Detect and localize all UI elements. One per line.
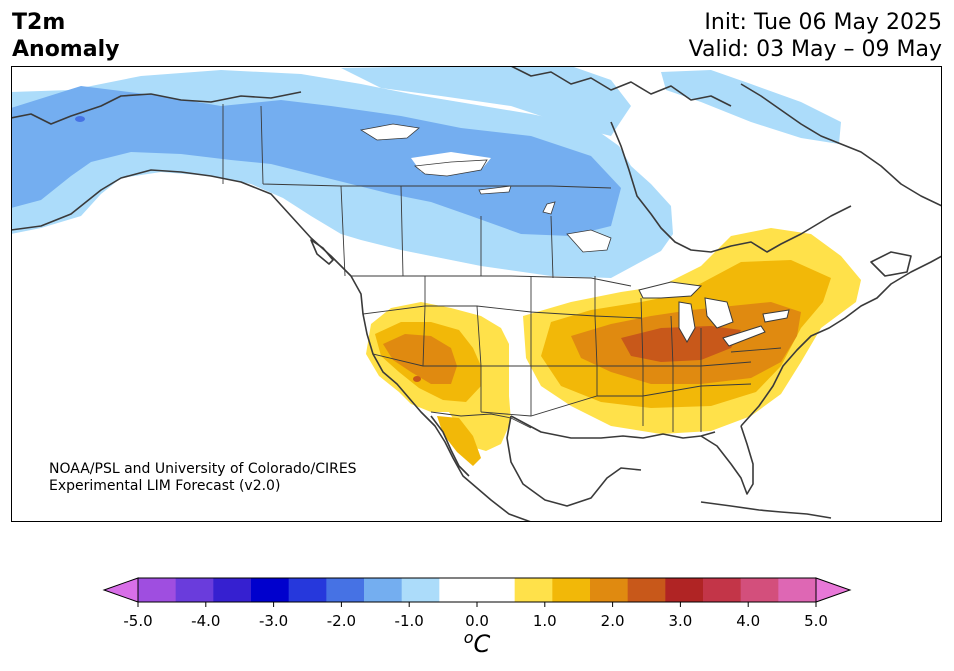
colorbar-tick-label: -3.0: [259, 612, 288, 630]
colorbar-unit: oC: [0, 628, 954, 658]
colorbar-cell: [627, 578, 666, 602]
cold-region-northeast: [661, 70, 841, 144]
colorbar-cell: [703, 578, 742, 602]
inland-water: [359, 123, 612, 253]
colorbar-cell: [251, 578, 290, 602]
credit-line-1: NOAA/PSL and University of Colorado/CIRE…: [49, 461, 357, 477]
great-lakes: [638, 281, 790, 347]
warm-region-baja: [437, 416, 481, 466]
credit-text: NOAA/PSL and University of Colorado/CIRE…: [49, 461, 357, 495]
labrador-coast: [740, 83, 942, 207]
pacific-coast: [350, 275, 532, 522]
lake-erie: [722, 325, 766, 347]
init-date: Init: Tue 06 May 2025: [704, 10, 942, 35]
colorbar-tick-label: -2.0: [327, 612, 356, 630]
alaska-south-coast: [11, 169, 352, 277]
colorbar-cell: [740, 578, 779, 602]
colorbar-cell: [552, 578, 591, 602]
vancouver-island: [310, 239, 334, 265]
us-state-lines: [362, 276, 782, 432]
coastlines: [11, 66, 942, 522]
colorbar-cell: [288, 578, 327, 602]
cold-core: [75, 116, 85, 122]
hudson-bay-coast: [610, 121, 852, 253]
credit-line-2: Experimental LIM Forecast (v2.0): [49, 478, 281, 494]
baja-coast: [430, 415, 470, 477]
unit-base: C: [473, 630, 491, 658]
map-title: T2m Anomaly: [12, 9, 119, 63]
warm-core-west: [413, 376, 421, 382]
us-mexico-border: [430, 411, 532, 429]
colorbar-cells: [102, 577, 852, 603]
canada-us-border: [351, 275, 632, 287]
newfoundland: [870, 251, 912, 277]
colorbar-tick-label: 3.0: [668, 612, 692, 630]
title-line-2: Anomaly: [12, 37, 120, 62]
colorbar-cell: [590, 578, 629, 602]
alaska-north-coast: [11, 91, 302, 125]
unit-degree-sup: o: [463, 628, 474, 647]
colorbar-tick-label: 0.0: [465, 612, 489, 630]
lake-ontario: [762, 309, 790, 323]
atlantic-coast: [740, 255, 942, 427]
political-boundaries: [222, 104, 782, 432]
canada-province-lines: [260, 105, 612, 279]
lake-michigan: [678, 301, 696, 344]
colorbar-tick-label: -5.0: [123, 612, 152, 630]
warm-region-west-lvl3: [383, 334, 457, 384]
florida-coast: [700, 425, 754, 495]
colorbar-cell: [213, 578, 252, 602]
gulf-coast: [510, 415, 716, 439]
lake-superior: [638, 281, 703, 299]
lake-winnipeg: [542, 201, 556, 215]
colorbar-cell: [401, 578, 440, 602]
colorbar-cell: [778, 578, 817, 602]
valid-period: Valid: 03 May – 09 May: [688, 37, 942, 62]
lake-huron: [704, 297, 734, 329]
colorbar-extend-low: [102, 577, 139, 603]
caribbean-islands: [700, 501, 832, 519]
colorbar-tick-label: 4.0: [736, 612, 760, 630]
cold-anomaly-shading: [11, 66, 841, 278]
colorbar-cell: [665, 578, 704, 602]
hudson-bay: [566, 229, 612, 253]
colorbar-cell: [514, 578, 553, 602]
colorbar-cell: [439, 578, 478, 602]
forecast-dates: Init: Tue 06 May 2025 Valid: 03 May – 09…: [689, 9, 942, 63]
arctic-islands: [510, 66, 732, 107]
colorbar-tick-label: 2.0: [601, 612, 625, 630]
great-slave-lake: [413, 159, 488, 177]
great-bear-lake: [359, 123, 420, 141]
colorbar-cell: [326, 578, 365, 602]
colorbar-tick-label: -4.0: [191, 612, 220, 630]
title-line-1: T2m: [12, 10, 66, 35]
colorbar-cell: [477, 578, 516, 602]
anomaly-map: [11, 66, 942, 522]
map-frame: [11, 66, 942, 522]
colorbar-tick-label: 1.0: [533, 612, 557, 630]
colorbar: -5.0 -4.0 -3.0 -2.0 -1.0 0.0 1.0 2.0 3.0 4.0 5.0: [102, 577, 852, 630]
colorbar-extend-high: [815, 577, 852, 603]
lake-athabasca: [478, 185, 512, 195]
cold-region-arctic: [341, 66, 631, 136]
mexico-gulf-coast: [506, 415, 642, 507]
colorbar-ticks: -5.0 -4.0 -3.0 -2.0 -1.0 0.0 1.0 2.0 3.0 4.0 5.0: [123, 602, 828, 630]
colorbar-tick-label: 5.0: [804, 612, 828, 630]
colorbar-cell: [175, 578, 214, 602]
colorbar-cell: [364, 578, 403, 602]
colorbar-tick-label: -1.0: [395, 612, 424, 630]
warm-region-east-lvl4: [621, 326, 741, 362]
cold-region-mid: [11, 86, 621, 236]
colorbar-cell: [138, 578, 177, 602]
